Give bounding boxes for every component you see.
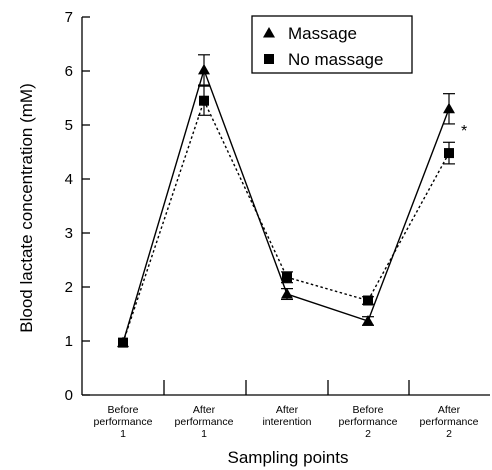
x-tick-label: After performance 2 (420, 404, 479, 440)
y-tick-label: 4 (65, 171, 73, 188)
y-tick-label: 7 (65, 9, 73, 26)
data-point-square (118, 337, 128, 348)
series-square (118, 85, 455, 348)
y-axis-title: Blood lactate concentration (mM) (17, 83, 36, 332)
data-point-triangle (198, 63, 210, 75)
data-point-square (363, 295, 373, 306)
y-tick-label: 0 (65, 387, 73, 404)
data-point-triangle (443, 102, 455, 114)
data-point-square (444, 148, 454, 159)
y-tick-label: 3 (65, 225, 73, 242)
x-ticks: Before performance 1 After performance 1 After… (94, 380, 479, 440)
y-tick-label: 5 (65, 117, 73, 134)
x-tick-label: After interention (262, 404, 311, 428)
legend-label: No massage (288, 50, 383, 69)
x-tick-label: Before performance 2 (339, 404, 398, 440)
y-tick-label: 6 (65, 63, 73, 80)
data-point-square (199, 95, 209, 106)
significance-marker: * (461, 123, 467, 140)
series-line (122, 67, 450, 343)
legend-label: Massage (288, 24, 357, 43)
x-tick-label: After performance 1 (175, 404, 234, 440)
legend-marker-square (264, 54, 274, 64)
legend-marker-triangle (263, 27, 275, 38)
y-ticks: 0 1 2 3 4 5 6 7 (65, 9, 90, 404)
data-point-triangle (362, 315, 374, 326)
data-point-square (282, 272, 292, 283)
series-line (122, 98, 450, 343)
series-triangle (117, 54, 455, 348)
x-tick-label: Before performance 1 (94, 404, 153, 440)
legend: Massage No massage (251, 15, 413, 74)
legend-box (251, 15, 413, 74)
axes (81, 17, 490, 396)
y-tick-label: 1 (65, 333, 73, 350)
y-tick-label: 2 (65, 279, 73, 296)
data-point-triangle (281, 288, 293, 299)
series-layer: * (117, 54, 467, 348)
x-axis-title: Sampling points (228, 448, 349, 467)
